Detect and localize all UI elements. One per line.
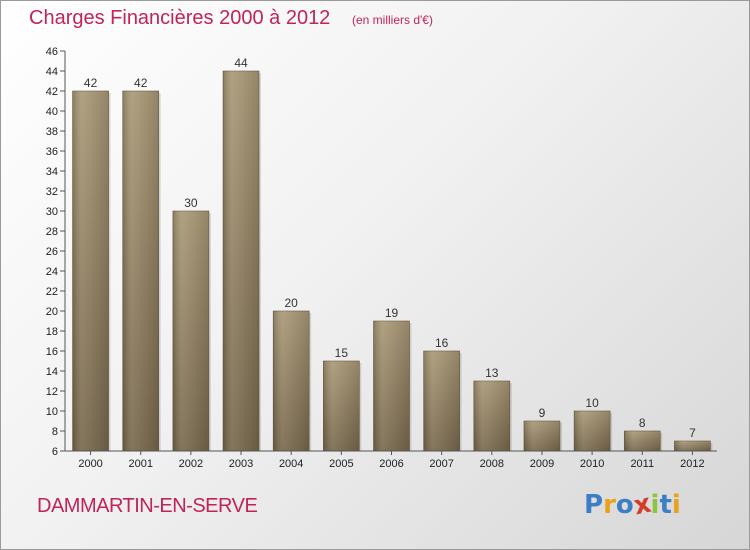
logo-letter: t bbox=[659, 490, 672, 520]
bar-shading bbox=[72, 91, 109, 451]
bar-value-label: 9 bbox=[539, 406, 546, 420]
y-axis: 6 8 10 12 14 16 18 20 22 24 26 28 30 32 34 36 38 40 42 44 46 bbox=[46, 46, 66, 458]
bar-shading bbox=[674, 441, 711, 451]
y-tick-label: 22 bbox=[46, 286, 58, 298]
x-tick-label: 2005 bbox=[329, 458, 353, 470]
bar-value-label: 15 bbox=[335, 346, 349, 360]
y-tick-label: 12 bbox=[46, 386, 58, 398]
bar-shading bbox=[172, 211, 209, 451]
logo-letter: o bbox=[615, 490, 634, 520]
x-tick-label: 2012 bbox=[680, 458, 704, 470]
chart-subtitle: (en milliers d'€) bbox=[352, 13, 433, 27]
y-tick-label: 36 bbox=[46, 146, 58, 158]
y-tick-label: 14 bbox=[46, 366, 58, 378]
x-tick-label: 2002 bbox=[179, 458, 203, 470]
y-tick-label: 18 bbox=[46, 326, 58, 338]
bar-shading bbox=[473, 381, 510, 451]
bar-shading bbox=[223, 71, 260, 451]
logo-letter: P bbox=[584, 490, 604, 520]
y-tick-label: 8 bbox=[52, 426, 58, 438]
x-tick-label: 2000 bbox=[78, 458, 102, 470]
x-tick-label: 2010 bbox=[580, 458, 604, 470]
y-tick-label: 26 bbox=[46, 246, 58, 258]
bar-shading bbox=[423, 351, 460, 451]
bar-shading bbox=[624, 431, 661, 451]
bar-value-label: 20 bbox=[285, 296, 299, 310]
bar-shading bbox=[523, 421, 560, 451]
bar-value-label: 19 bbox=[385, 306, 399, 320]
bar-value-label: 13 bbox=[485, 366, 499, 380]
chart-title: Charges Financières 2000 à 2012 bbox=[29, 7, 331, 29]
bar-value-label: 16 bbox=[435, 336, 449, 350]
x-tick-label: 2006 bbox=[379, 458, 403, 470]
logo-letter: i bbox=[671, 490, 681, 520]
y-tick-label: 6 bbox=[52, 446, 58, 458]
commune-name: DAMMARTIN-EN-SERVE bbox=[37, 495, 258, 517]
y-tick-label: 46 bbox=[46, 46, 58, 58]
y-tick-label: 40 bbox=[46, 106, 58, 118]
x-tick-label: 2001 bbox=[128, 458, 152, 470]
x-tick-label: 2007 bbox=[429, 458, 453, 470]
bar-value-label: 42 bbox=[84, 76, 98, 90]
bar-shading bbox=[122, 91, 159, 451]
bars: 42 42 30 44 20 15 19 16 13 9 10 8 7 bbox=[72, 56, 713, 452]
y-tick-label: 42 bbox=[46, 86, 58, 98]
x-tick-label: 2004 bbox=[279, 458, 303, 470]
bar-shading bbox=[273, 311, 310, 451]
bar-shading bbox=[323, 361, 360, 451]
y-tick-label: 30 bbox=[46, 206, 58, 218]
logo-letter: i bbox=[650, 490, 660, 520]
y-tick-label: 38 bbox=[46, 126, 58, 138]
y-tick-label: 32 bbox=[46, 186, 58, 198]
x-tick-label: 2011 bbox=[630, 458, 654, 470]
bar-value-label: 30 bbox=[184, 196, 198, 210]
y-tick-label: 28 bbox=[46, 226, 58, 238]
y-tick-label: 16 bbox=[46, 346, 58, 358]
bar-shading bbox=[373, 321, 410, 451]
bar-value-label: 7 bbox=[689, 426, 696, 440]
x-tick-label: 2008 bbox=[480, 458, 504, 470]
y-tick-label: 24 bbox=[46, 266, 58, 278]
bar-value-label: 10 bbox=[585, 396, 599, 410]
proxiti-logo: Proxiti bbox=[584, 489, 681, 522]
bar-shading bbox=[574, 411, 611, 451]
bar-value-label: 44 bbox=[234, 56, 248, 70]
x-tick-label: 2003 bbox=[229, 458, 253, 470]
y-tick-label: 34 bbox=[46, 166, 58, 178]
bar-value-label: 42 bbox=[134, 76, 148, 90]
y-tick-label: 20 bbox=[46, 306, 58, 318]
logo-letter: r bbox=[603, 490, 616, 520]
x-axis: 2000 2001 2002 2003 2004 2005 2006 2007 2008 2009… bbox=[65, 450, 717, 470]
y-tick-label: 10 bbox=[46, 406, 58, 418]
x-tick-label: 2009 bbox=[530, 458, 554, 470]
y-tick-label: 44 bbox=[46, 66, 58, 78]
bar-value-label: 8 bbox=[639, 416, 646, 430]
